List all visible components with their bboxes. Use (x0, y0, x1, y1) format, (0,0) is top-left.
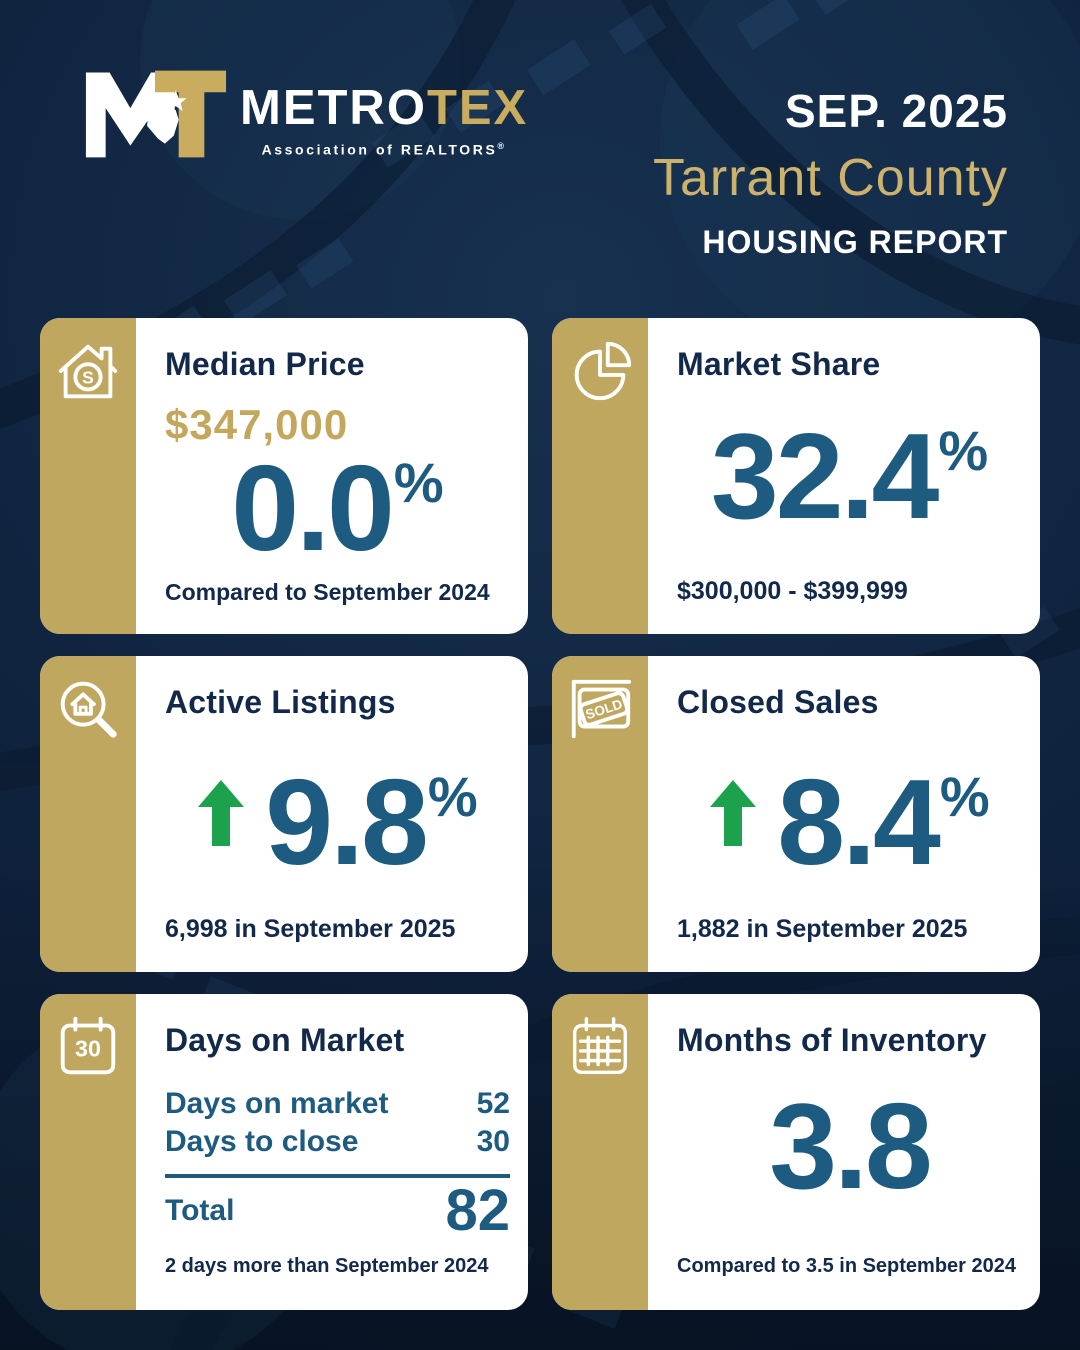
percent-sign: % (393, 451, 444, 514)
row-value: 30 (476, 1124, 510, 1158)
row-label: Days on market (165, 1087, 389, 1120)
report-title: HOUSING REPORT (702, 224, 1008, 260)
calendar-grid-icon (565, 1012, 635, 1082)
table-total-row: Total 82 (165, 1182, 510, 1240)
gold-strip (40, 656, 136, 972)
active-listings-card: Active Listings 9.8 % 6,998 in September… (40, 656, 528, 972)
card-title: Closed Sales (677, 684, 879, 720)
percent-sign: % (938, 419, 989, 482)
house-search-icon (53, 674, 123, 744)
sold-sign-icon: SOLD (565, 674, 635, 744)
stat-number: 9.8 (265, 754, 429, 890)
svg-text:S: S (82, 368, 94, 388)
row-value: 52 (476, 1087, 510, 1120)
median-price-card: S Median Price $347,000 0.0 % Compared t… (40, 318, 528, 634)
metrotex-logo: METROTEX Association of REALTORS® (80, 64, 528, 164)
card-title: Market Share (677, 346, 881, 382)
logo-metro: METRO (240, 81, 427, 135)
card-title: Median Price (165, 346, 365, 382)
stat-value-row: 32.4 % (677, 408, 1022, 544)
count-note: 1,882 in September 2025 (677, 915, 968, 943)
logo-tex: TEX (426, 81, 529, 135)
stat-number: 8.4 (777, 754, 941, 890)
logo-tagline: Association of REALTORS® (261, 141, 507, 158)
stat-value-row: 3.8 (677, 1078, 1022, 1214)
table-row: Days on market 52 (165, 1085, 510, 1123)
closed-sales-card: SOLD Closed Sales 8.4 % 1,882 in Septemb… (552, 656, 1040, 972)
median-price-value: $347,000 (165, 401, 349, 448)
comparison-note: Compared to 3.5 in September 2024 (677, 1255, 1017, 1277)
price-range-note: $300,000 - $399,999 (677, 577, 908, 605)
table-row: Days to close 30 (165, 1123, 510, 1161)
card-title: Active Listings (165, 684, 396, 720)
gold-strip (552, 994, 648, 1310)
row-label: Days to close (165, 1124, 359, 1158)
card-title: Months of Inventory (677, 1022, 987, 1058)
percent-sign: % (427, 765, 478, 828)
svg-text:30: 30 (75, 1036, 101, 1062)
stat-value-row: 8.4 % (677, 754, 1022, 890)
table-divider (165, 1174, 510, 1178)
count-note: 6,998 in September 2025 (165, 915, 456, 943)
stat-value-row: 0.0 % (165, 440, 510, 576)
up-arrow-icon (710, 779, 757, 846)
calendar-30-icon: 30 (53, 1012, 123, 1082)
days-table: Days on market 52 Days to close 30 Total… (165, 1085, 510, 1240)
logo-wordmark: METROTEX (240, 84, 528, 133)
total-label: Total (165, 1194, 235, 1227)
up-arrow-icon (198, 779, 245, 846)
days-on-market-card: 30 Days on Market Days on market 52 Days… (40, 994, 528, 1310)
report-header: SEP. 2025 Tarrant County HOUSING REPORT (653, 84, 1008, 261)
gold-strip (40, 994, 136, 1310)
stat-number: 0.0 (231, 440, 395, 576)
report-date: SEP. 2025 (784, 85, 1008, 137)
stat-number: 32.4 (710, 408, 939, 544)
gold-strip (40, 318, 136, 634)
comparison-note: Compared to September 2024 (165, 579, 490, 605)
stat-value-row: 9.8 % (165, 754, 510, 890)
percent-sign: % (939, 765, 990, 828)
report-county: Tarrant County (652, 149, 1008, 207)
months-of-inventory-card: Months of Inventory 3.8 Compared to 3.5 … (552, 994, 1040, 1310)
comparison-note: 2 days more than September 2024 (165, 1255, 489, 1277)
metrotex-logo-mark-icon (80, 64, 228, 164)
total-value: 82 (445, 1178, 510, 1243)
stat-number: 3.8 (769, 1078, 933, 1214)
registered-mark: ® (497, 141, 507, 151)
pie-chart-icon (565, 336, 635, 406)
house-dollar-icon: S (53, 336, 123, 406)
card-title: Days on Market (165, 1022, 405, 1058)
market-share-card: Market Share 32.4 % $300,000 - $399,999 (552, 318, 1040, 634)
